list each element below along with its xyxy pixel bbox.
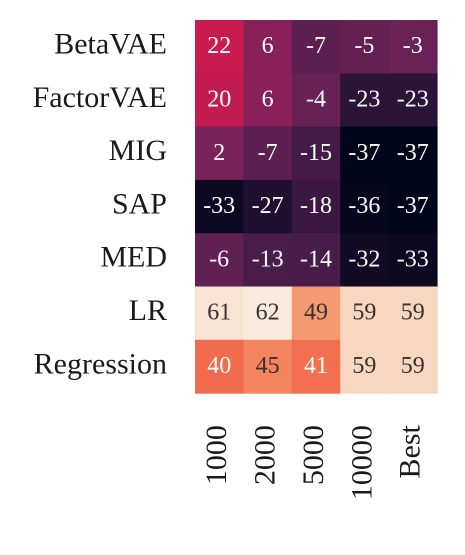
- heatmap-cell: [340, 73, 390, 128]
- heatmap-cell: [388, 286, 438, 341]
- heatmap-cell: [243, 126, 293, 181]
- cell-value-label: -18: [300, 193, 332, 219]
- row-labels: BetaVAE FactorVAE MIG SAP MED LR Regression: [33, 28, 167, 381]
- heatmap-cell: [291, 286, 341, 341]
- heatmap-cell: [243, 179, 293, 234]
- heatmap-cell: [195, 286, 244, 341]
- row-label: FactorVAE: [33, 81, 167, 114]
- cell-value-label: -5: [354, 33, 374, 59]
- heatmap-cell: [291, 126, 341, 181]
- column-label: 5000: [297, 425, 330, 485]
- heatmap-cell: [388, 20, 438, 74]
- cell-value-label: 59: [352, 300, 376, 326]
- cell-value-label: 2: [213, 140, 225, 166]
- cell-value-label: 20: [207, 86, 231, 112]
- column-label: 2000: [248, 425, 281, 485]
- heatmap-cell: [243, 20, 293, 74]
- cell-value-label: -13: [252, 246, 284, 272]
- cell-value-label: -7: [306, 33, 326, 59]
- heatmap-cell: [195, 126, 244, 181]
- column-label: 1000: [200, 425, 233, 485]
- column-label: Best: [394, 424, 427, 478]
- cell-value-label: -7: [258, 140, 278, 166]
- cell-value-label: -37: [397, 193, 429, 219]
- heatmap-cell: [388, 126, 438, 181]
- cell-value-label: -37: [397, 140, 429, 166]
- heatmap-cell: [388, 179, 438, 234]
- column-label: 10000: [345, 425, 378, 500]
- cell-value-label: 59: [401, 353, 425, 379]
- row-label: MIG: [109, 134, 167, 167]
- heatmap-cell: [291, 179, 341, 234]
- heatmap-cell: [195, 233, 244, 288]
- cell-value-label: -23: [397, 86, 429, 112]
- cell-value-label: -33: [397, 246, 429, 272]
- cell-value-label: 22: [207, 33, 231, 59]
- cell-value-label: -6: [209, 246, 229, 272]
- row-label: Regression: [34, 347, 167, 380]
- cell-value-label: 59: [352, 353, 376, 379]
- heatmap-cell: [388, 73, 438, 128]
- heatmap-cell: [195, 20, 244, 74]
- heatmap-cell: [340, 179, 390, 234]
- cell-value-label: -14: [300, 246, 332, 272]
- heatmap-cell: [243, 339, 293, 394]
- heatmap-cell: [340, 339, 390, 394]
- cell-value-label: -23: [348, 86, 380, 112]
- heatmap-cell: [243, 73, 293, 128]
- cell-value-label: -36: [348, 193, 380, 219]
- cell-value-label: 49: [304, 300, 328, 326]
- cell-value-label: -27: [252, 193, 284, 219]
- heatmap-cell: [195, 73, 244, 128]
- heatmap-cells: 22 6 -7 -5 -3 20 6 -4 -23 -23 2 -7 -15 -37 -37 -33 -27 -1…: [195, 20, 438, 394]
- cell-value-label: 61: [207, 300, 231, 326]
- heatmap-cell: [291, 20, 341, 74]
- heatmap-cell: [388, 339, 438, 394]
- heatmap-cell: [291, 339, 341, 394]
- row-label: SAP: [112, 187, 167, 220]
- column-labels: 1000 2000 5000 10000 Best: [200, 424, 427, 500]
- heatmap-cell: [340, 20, 390, 74]
- cell-value-label: 62: [256, 300, 280, 326]
- heatmap-cell: [340, 286, 390, 341]
- cell-value-label: 45: [256, 353, 280, 379]
- cell-value-label: -15: [300, 140, 332, 166]
- heatmap-cell: [291, 233, 341, 288]
- cell-value-label: -32: [348, 246, 380, 272]
- row-label: LR: [129, 294, 167, 327]
- heatmap-cell: [243, 286, 293, 341]
- heatmap-cell: [340, 126, 390, 181]
- cell-value-label: 6: [262, 86, 274, 112]
- cell-value-label: -3: [403, 33, 423, 59]
- cell-value-label: 6: [262, 33, 274, 59]
- row-label: MED: [100, 241, 167, 274]
- heatmap-cell: [195, 339, 244, 394]
- cell-value-label: 40: [207, 353, 231, 379]
- cell-value-label: 59: [401, 300, 425, 326]
- cell-value-label: -37: [348, 140, 380, 166]
- cell-value-label: -4: [306, 86, 326, 112]
- heatmap-cell: [195, 179, 244, 234]
- heatmap-cell: [340, 233, 390, 288]
- heatmap-cell: [291, 73, 341, 128]
- cell-value-label: -33: [203, 193, 235, 219]
- cell-value-label: 41: [304, 353, 328, 379]
- heatmap-cell: [243, 233, 293, 288]
- heatmap-cell: [388, 233, 438, 288]
- row-label: BetaVAE: [54, 28, 167, 61]
